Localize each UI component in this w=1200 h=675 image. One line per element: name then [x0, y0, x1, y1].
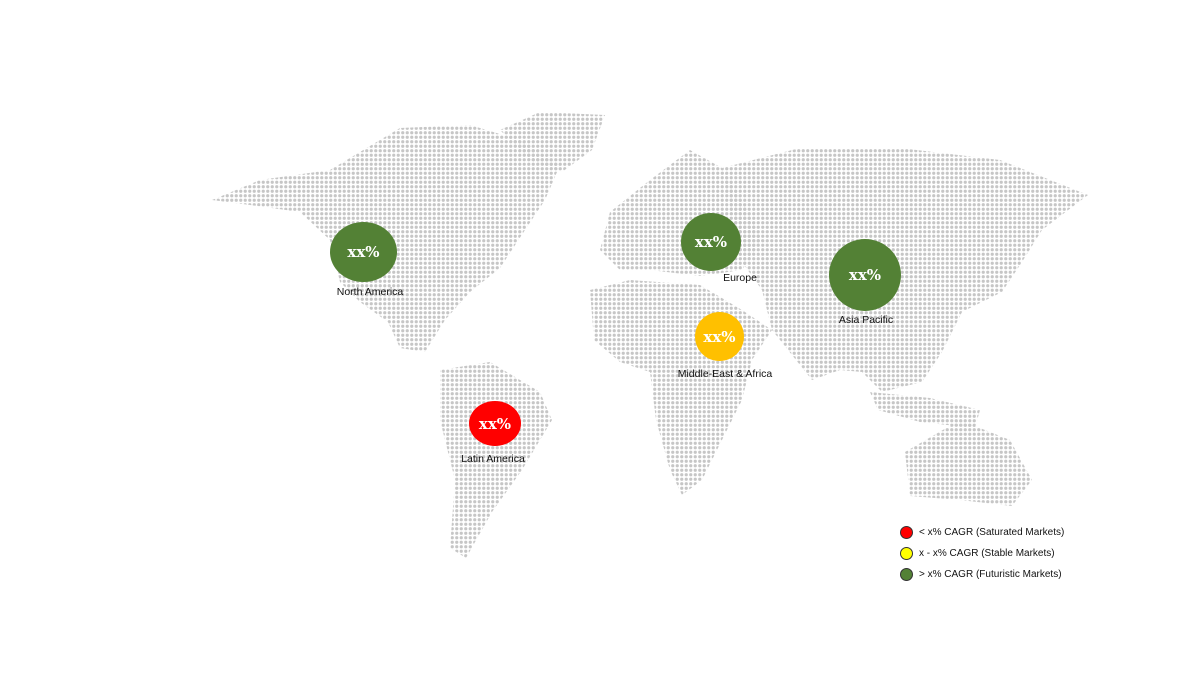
legend-item-futuristic: > x% CAGR (Futuristic Markets) — [900, 564, 1064, 585]
legend-item-saturated: < x% CAGR (Saturated Markets) — [900, 522, 1064, 543]
indonesia-landmass — [870, 392, 980, 428]
asia-pacific-bubble: xx% — [829, 239, 901, 311]
europe-bubble: xx% — [681, 213, 741, 271]
yellow-dot-icon — [900, 547, 913, 560]
latin-america-bubble: xx% — [469, 401, 521, 446]
red-dot-icon — [900, 526, 913, 539]
legend-label: < x% CAGR (Saturated Markets) — [919, 527, 1065, 538]
asia-pacific-label: Asia Pacific — [838, 314, 894, 326]
south-america-landmass — [440, 362, 552, 558]
middle-east-africa-label: Middle-East & Africa — [677, 368, 773, 380]
australia-landmass — [905, 420, 1032, 506]
greenland-landmass — [500, 112, 605, 172]
africa-landmass — [590, 280, 772, 495]
latin-america-label: Latin America — [461, 453, 525, 465]
legend-label: > x% CAGR (Futuristic Markets) — [919, 569, 1062, 580]
legend-item-stable: x - x% CAGR (Stable Markets) — [900, 543, 1064, 564]
middle-east-africa-bubble: xx% — [695, 312, 744, 361]
green-dot-icon — [900, 568, 913, 581]
north-america-label: North America — [336, 286, 404, 298]
legend-label: x - x% CAGR (Stable Markets) — [919, 548, 1055, 559]
north-america-bubble: xx% — [330, 222, 397, 282]
asia-landmass — [722, 148, 1088, 392]
europe-label: Europe — [723, 272, 757, 284]
legend: < x% CAGR (Saturated Markets) x - x% CAG… — [900, 522, 1064, 585]
